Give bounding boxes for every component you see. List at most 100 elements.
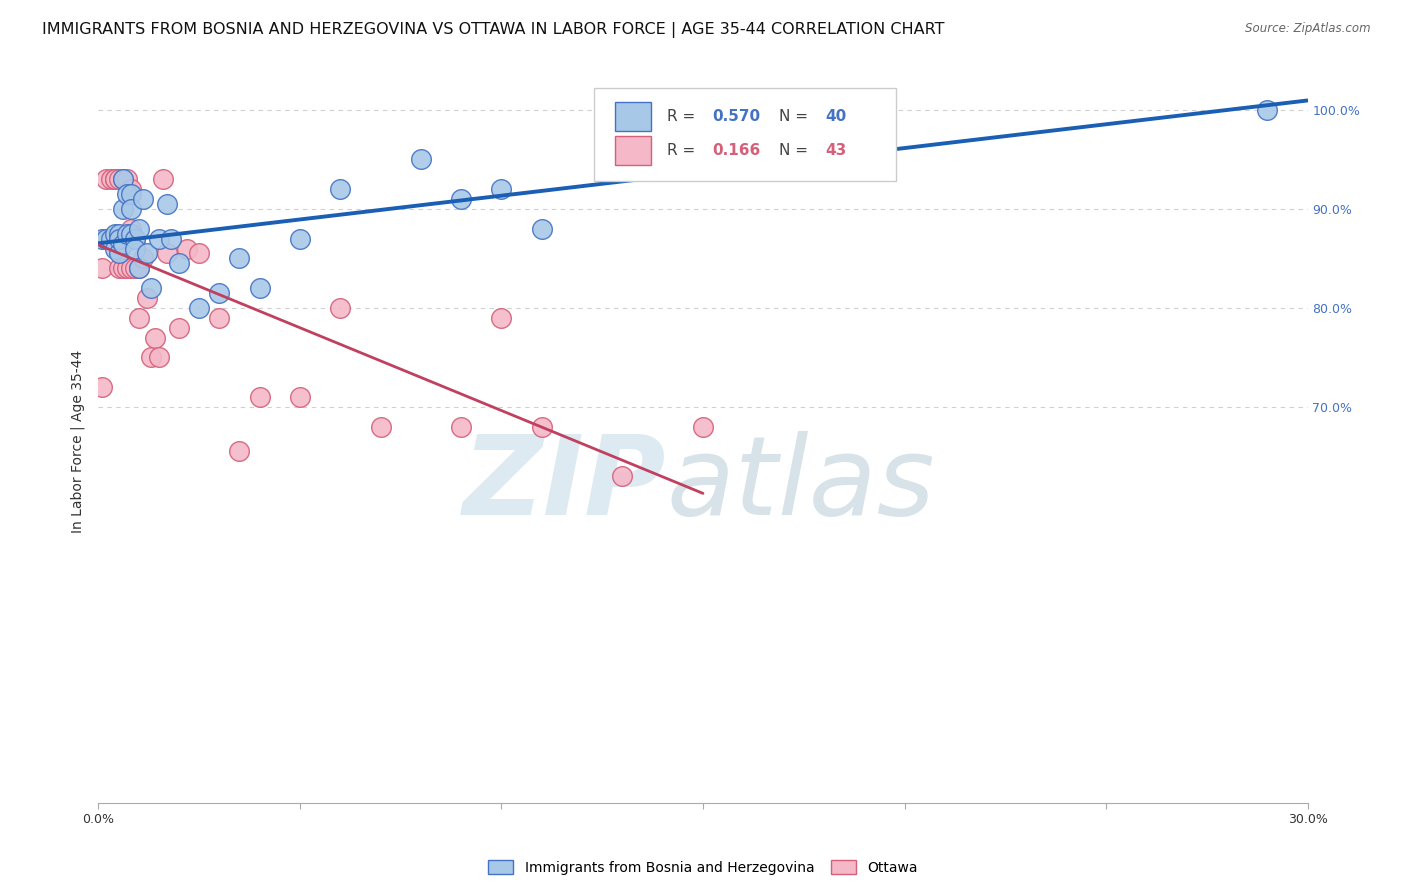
Text: 40: 40 [825,109,846,124]
Point [100,232,122,246]
Point [370,419,392,434]
Point [450,419,472,434]
Point [139,351,162,365]
Point [612,469,634,483]
Text: IMMIGRANTS FROM BOSNIA AND HERZEGOVINA VS OTTAWA IN LABOR FORCE | AGE 35-44 CORR: IMMIGRANTS FROM BOSNIA AND HERZEGOVINA V… [42,22,945,38]
Point [111,202,134,216]
Point [612,143,634,157]
Point [450,192,472,206]
Point [107,261,129,276]
FancyBboxPatch shape [595,87,897,181]
Point [91,232,114,246]
Point [103,172,125,186]
Point [115,172,138,186]
Point [139,281,162,295]
Point [103,172,125,186]
Text: N =: N = [779,109,813,124]
Point [143,330,166,344]
Point [107,227,129,241]
Point [91,261,114,276]
Point [120,227,142,241]
Point [120,221,142,235]
Point [120,187,142,202]
Point [249,390,271,404]
Point [128,261,150,276]
Text: ZIP: ZIP [463,432,666,539]
FancyBboxPatch shape [614,102,651,131]
Point [111,236,134,251]
Point [115,187,138,202]
Point [329,182,352,196]
Point [530,221,553,235]
Point [115,227,138,241]
Y-axis label: In Labor Force | Age 35-44: In Labor Force | Age 35-44 [70,350,84,533]
Point [96,232,118,246]
Point [152,172,174,186]
Point [96,172,118,186]
Point [120,261,142,276]
Point [128,261,150,276]
Point [124,232,146,246]
Point [329,301,352,315]
Point [208,286,231,301]
Point [100,172,122,186]
Text: 0.166: 0.166 [713,143,761,158]
Point [188,246,211,260]
Text: R =: R = [666,143,704,158]
Point [132,192,155,206]
Point [156,246,179,260]
FancyBboxPatch shape [614,136,651,165]
Point [813,133,835,147]
Point [111,232,134,246]
Point [111,261,134,276]
Point [120,202,142,216]
Point [176,242,198,256]
Point [249,281,271,295]
Point [148,351,170,365]
Point [148,232,170,246]
Point [107,246,129,260]
Point [115,261,138,276]
Point [107,232,129,246]
Point [409,153,432,167]
Text: Source: ZipAtlas.com: Source: ZipAtlas.com [1246,22,1371,36]
Point [135,291,157,305]
Text: 43: 43 [825,143,846,158]
Point [135,246,157,260]
Point [107,232,129,246]
Point [530,419,553,434]
Text: N =: N = [779,143,813,158]
Point [128,221,150,235]
Point [107,172,129,186]
Point [124,232,146,246]
Point [120,182,142,196]
Point [228,252,250,266]
Point [132,252,155,266]
Point [103,242,125,256]
Point [128,310,150,325]
Point [288,232,311,246]
Point [124,242,146,256]
Point [288,390,311,404]
Point [111,172,134,186]
Point [124,261,146,276]
Point [111,172,134,186]
Point [167,320,190,334]
Point [491,182,513,196]
Point [491,310,513,325]
Point [188,301,211,315]
Point [103,227,125,241]
Point [208,310,231,325]
Point [160,232,183,246]
Text: atlas: atlas [666,432,935,539]
Point [167,256,190,270]
Point [1256,103,1278,117]
Text: 0.570: 0.570 [713,109,761,124]
Legend: Immigrants from Bosnia and Herzegovina, Ottawa: Immigrants from Bosnia and Herzegovina, … [482,855,924,880]
Text: R =: R = [666,109,700,124]
Point [91,380,114,394]
Point [156,197,179,211]
Point [228,444,250,458]
Point [115,232,138,246]
Point [692,419,714,434]
